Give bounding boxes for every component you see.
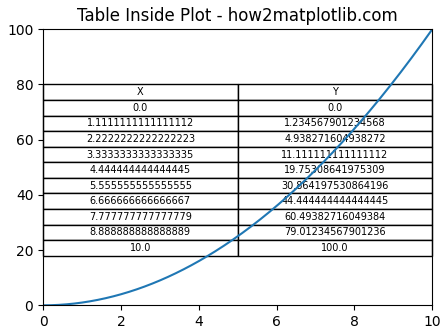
Title: Table Inside Plot - how2matplotlib.com: Table Inside Plot - how2matplotlib.com [77,7,398,25]
